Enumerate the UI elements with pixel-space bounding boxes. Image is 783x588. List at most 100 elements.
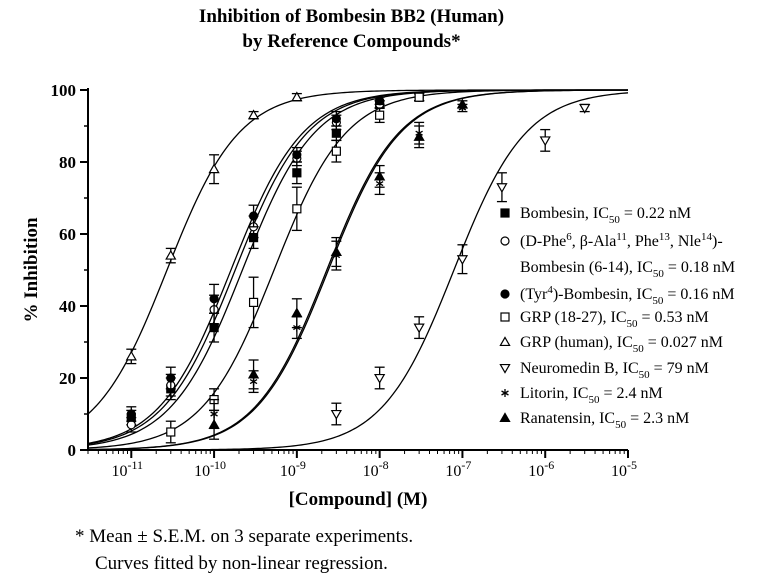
marker-triangle-down-open xyxy=(499,363,511,374)
marker-shape xyxy=(291,307,303,318)
marker-triangle-down-open xyxy=(456,255,469,266)
marker-shape xyxy=(539,136,551,147)
marker-shape xyxy=(292,204,302,214)
marker-triangle-up-filled xyxy=(456,98,469,109)
chart-plot: 0 20 40 60 80 100 10-11 10-10 10-9 10-8 10-7 10-6 10… xyxy=(21,81,735,510)
marker-circle-filled xyxy=(500,289,510,299)
marker-shape xyxy=(248,297,259,307)
marker-circle-filled xyxy=(209,294,219,304)
marker-shape xyxy=(501,390,509,396)
marker-shape xyxy=(500,208,510,218)
marker-triangle-down-open xyxy=(539,136,551,147)
marker-shape xyxy=(125,350,137,361)
x-tick-label: 10-11 xyxy=(112,458,144,480)
marker-shape xyxy=(248,211,259,221)
chart-axes: 0 20 40 60 80 100 10-11 10-10 10-9 10-8 10-7 10-6 10… xyxy=(51,81,638,480)
marker-circle-filled xyxy=(375,96,385,106)
x-tick-label: 10-10 xyxy=(194,458,226,480)
marker-square-filled xyxy=(331,128,341,138)
marker-triangle-up-filled xyxy=(374,170,386,181)
marker-shape xyxy=(456,255,469,266)
legend-label: Bombesin (6-14), IC50 = 0.18 nM xyxy=(520,259,735,280)
marker-square-filled xyxy=(209,323,219,333)
marker-circle-filled xyxy=(126,409,136,419)
y-axis-label: % Inhibition xyxy=(21,217,42,323)
x-tick-label: 10-7 xyxy=(445,458,471,480)
marker-square-open xyxy=(414,92,424,102)
marker-shape xyxy=(374,170,386,181)
chart-points xyxy=(125,91,591,444)
marker-triangle-up-open xyxy=(208,163,220,174)
marker-square-open xyxy=(248,297,259,307)
marker-shape xyxy=(413,323,425,334)
marker-circle-filled xyxy=(248,211,259,221)
footnote-line2: Curves fitted by non-linear regression. xyxy=(95,553,388,574)
marker-shape xyxy=(331,114,341,124)
marker-shape xyxy=(499,336,511,347)
marker-triangle-up-open xyxy=(165,249,177,260)
marker-shape xyxy=(166,373,176,383)
marker-triangle-up-filled xyxy=(291,307,303,318)
marker-triangle-up-open xyxy=(125,350,137,361)
marker-triangle-up-open xyxy=(247,109,260,120)
marker-shape xyxy=(209,294,219,304)
marker-shape xyxy=(330,246,342,257)
marker-shape xyxy=(292,168,302,178)
marker-triangle-up-filled xyxy=(499,412,511,423)
marker-shape xyxy=(375,110,385,120)
marker-shape xyxy=(374,373,386,384)
marker-shape xyxy=(126,420,136,430)
marker-square-filled xyxy=(292,168,302,178)
marker-shape xyxy=(500,312,510,322)
marker-shape xyxy=(414,92,424,102)
y-tick-label: 20 xyxy=(59,369,76,388)
marker-triangle-up-open xyxy=(291,91,303,102)
chart-curves xyxy=(87,89,629,451)
x-tick-label: 10-9 xyxy=(280,458,306,480)
legend-label: (D-Phe6, β-Ala11, Phe13, Nle14)- xyxy=(520,231,723,250)
x-axis-label: [Compound] (M) xyxy=(289,489,428,510)
marker-triangle-up-filled xyxy=(413,130,425,141)
legend-label: Litorin, IC50 = 2.4 nM xyxy=(520,385,663,406)
y-tick-label: 100 xyxy=(51,81,77,100)
marker-shape xyxy=(413,130,425,141)
marker-shape xyxy=(496,183,508,194)
marker-square-open xyxy=(375,110,385,120)
chart-legend: Bombesin, IC50 = 0.22 nM (D-Phe6, β-Ala11… xyxy=(499,205,735,431)
marker-shape xyxy=(499,412,511,423)
marker-shape xyxy=(126,409,136,419)
marker-square-open xyxy=(331,146,341,156)
y-tick-label: 80 xyxy=(59,153,76,172)
marker-triangle-down-open xyxy=(579,103,591,114)
marker-circle-open xyxy=(500,236,510,246)
marker-shape xyxy=(500,236,510,246)
legend-label: GRP (18-27), IC50 = 0.53 nM xyxy=(520,309,709,330)
legend-label: GRP (human), IC50 = 0.027 nM xyxy=(520,334,723,355)
marker-shape xyxy=(375,96,385,106)
y-tick-label: 0 xyxy=(68,441,77,460)
fit-curve xyxy=(87,89,628,415)
marker-shape xyxy=(292,150,302,160)
marker-triangle-up-filled xyxy=(330,246,342,257)
marker-shape xyxy=(331,128,341,138)
x-tick-label: 10-5 xyxy=(611,458,637,480)
marker-shape xyxy=(579,103,591,114)
footnote-line1: * Mean ± S.E.M. on 3 separate experiment… xyxy=(75,526,414,547)
chart-title-line1: Inhibition of Bombesin BB2 (Human) xyxy=(198,6,505,27)
marker-triangle-down-open xyxy=(330,409,342,420)
marker-shape xyxy=(331,146,341,156)
marker-shape xyxy=(456,98,469,109)
x-tick-label: 10-8 xyxy=(363,458,389,480)
marker-asterisk xyxy=(501,389,509,397)
marker-square-filled xyxy=(500,208,510,218)
marker-shape xyxy=(330,409,342,420)
chart-title-line2: by Reference Compounds* xyxy=(242,31,461,52)
legend-label: Bombesin, IC50 = 0.22 nM xyxy=(520,205,691,226)
legend-label: Ranatensin, IC50 = 2.3 nM xyxy=(520,410,689,431)
marker-shape xyxy=(208,418,220,429)
marker-triangle-down-open xyxy=(496,183,508,194)
marker-triangle-up-open xyxy=(499,336,511,347)
marker-shape xyxy=(166,427,176,437)
marker-circle-filled xyxy=(166,373,176,383)
legend-label: Neuromedin B, IC50 = 79 nM xyxy=(520,360,709,381)
